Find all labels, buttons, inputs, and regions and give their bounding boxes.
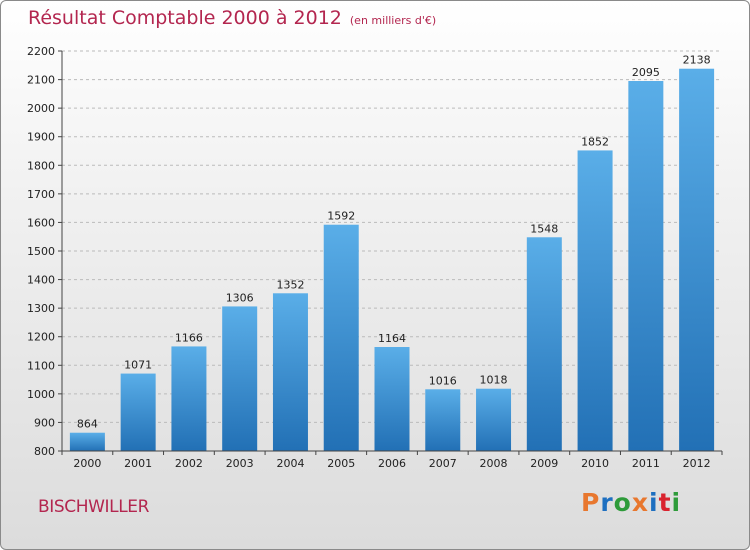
y-tick-label: 1000 bbox=[27, 388, 55, 401]
x-tick-label: 2007 bbox=[429, 457, 457, 470]
city-name: BISCHWILLER bbox=[38, 497, 150, 517]
data-label: 1306 bbox=[226, 291, 254, 304]
data-label: 1548 bbox=[530, 222, 558, 235]
x-tick-label: 2001 bbox=[124, 457, 152, 470]
x-tick-label: 2006 bbox=[378, 457, 406, 470]
data-label: 1592 bbox=[327, 210, 355, 223]
bar bbox=[272, 293, 308, 451]
y-tick-label: 1600 bbox=[27, 216, 55, 229]
logo-letter: o bbox=[613, 488, 632, 517]
x-tick-label: 2011 bbox=[632, 457, 660, 470]
y-tick-label: 2200 bbox=[27, 45, 55, 58]
y-tick-label: 1700 bbox=[27, 188, 55, 201]
y-tick-label: 1900 bbox=[27, 131, 55, 144]
x-tick-label: 2004 bbox=[276, 457, 304, 470]
y-tick-label: 2000 bbox=[27, 102, 55, 115]
data-label: 1164 bbox=[378, 332, 406, 345]
data-label: 2095 bbox=[632, 66, 660, 79]
bar bbox=[476, 388, 512, 451]
x-tick-label: 2012 bbox=[683, 457, 711, 470]
y-tick-label: 1100 bbox=[27, 359, 55, 372]
bars: 864 1071 1166 1306 1352 1592 1164 1016 1018 1548 1… bbox=[69, 54, 715, 451]
y-tick-label: 2100 bbox=[27, 74, 55, 87]
logo-letter: i bbox=[671, 488, 682, 517]
x-tick-label: 2010 bbox=[581, 457, 609, 470]
x-tick-label: 2008 bbox=[480, 457, 508, 470]
chart-title-text: Résultat Comptable 2000 à 2012 bbox=[28, 7, 342, 29]
bar bbox=[526, 237, 562, 451]
logo-letter: t bbox=[658, 488, 672, 517]
proxiti-logo[interactable]: Proxiti bbox=[581, 488, 681, 517]
bar bbox=[425, 389, 461, 451]
logo-letter: P bbox=[581, 488, 601, 517]
y-tick-label: 1300 bbox=[27, 302, 55, 315]
y-tick-label: 1800 bbox=[27, 159, 55, 172]
bar bbox=[171, 346, 207, 451]
x-tick-label: 2005 bbox=[327, 457, 355, 470]
data-label: 1852 bbox=[581, 135, 609, 148]
data-label: 1018 bbox=[480, 374, 508, 387]
chart-unit-text: (en milliers d'€) bbox=[349, 14, 437, 27]
bar bbox=[120, 373, 156, 451]
chart-title: Résultat Comptable 2000 à 2012 (en millie… bbox=[28, 7, 436, 29]
logo-letter: r bbox=[600, 488, 614, 517]
x-tick-label: 2009 bbox=[530, 457, 558, 470]
data-label: 2138 bbox=[683, 54, 711, 67]
x-tick-label: 2003 bbox=[226, 457, 254, 470]
y-tick-label: 800 bbox=[34, 445, 55, 458]
data-label: 1352 bbox=[276, 278, 304, 291]
axes: 800 900 1000 1100 1200 1300 1400 1500 1600 1700 18… bbox=[27, 45, 723, 470]
x-tick-label: 2002 bbox=[175, 457, 203, 470]
data-label: 1071 bbox=[124, 359, 152, 372]
logo-letter: x bbox=[631, 488, 649, 517]
bar bbox=[679, 68, 715, 451]
bar bbox=[374, 347, 410, 451]
y-tick-label: 900 bbox=[34, 416, 55, 429]
data-label: 1166 bbox=[175, 331, 203, 344]
x-tick-label: 2000 bbox=[73, 457, 101, 470]
data-label: 864 bbox=[77, 418, 98, 431]
y-tick-label: 1200 bbox=[27, 331, 55, 344]
bar bbox=[69, 432, 105, 451]
bar bbox=[577, 150, 613, 451]
y-tick-label: 1500 bbox=[27, 245, 55, 258]
bar bbox=[323, 224, 359, 451]
bar bbox=[628, 81, 664, 451]
y-tick-label: 1400 bbox=[27, 274, 55, 287]
data-label: 1016 bbox=[429, 374, 457, 387]
bar bbox=[222, 306, 258, 451]
logo-letter: i bbox=[649, 488, 659, 517]
